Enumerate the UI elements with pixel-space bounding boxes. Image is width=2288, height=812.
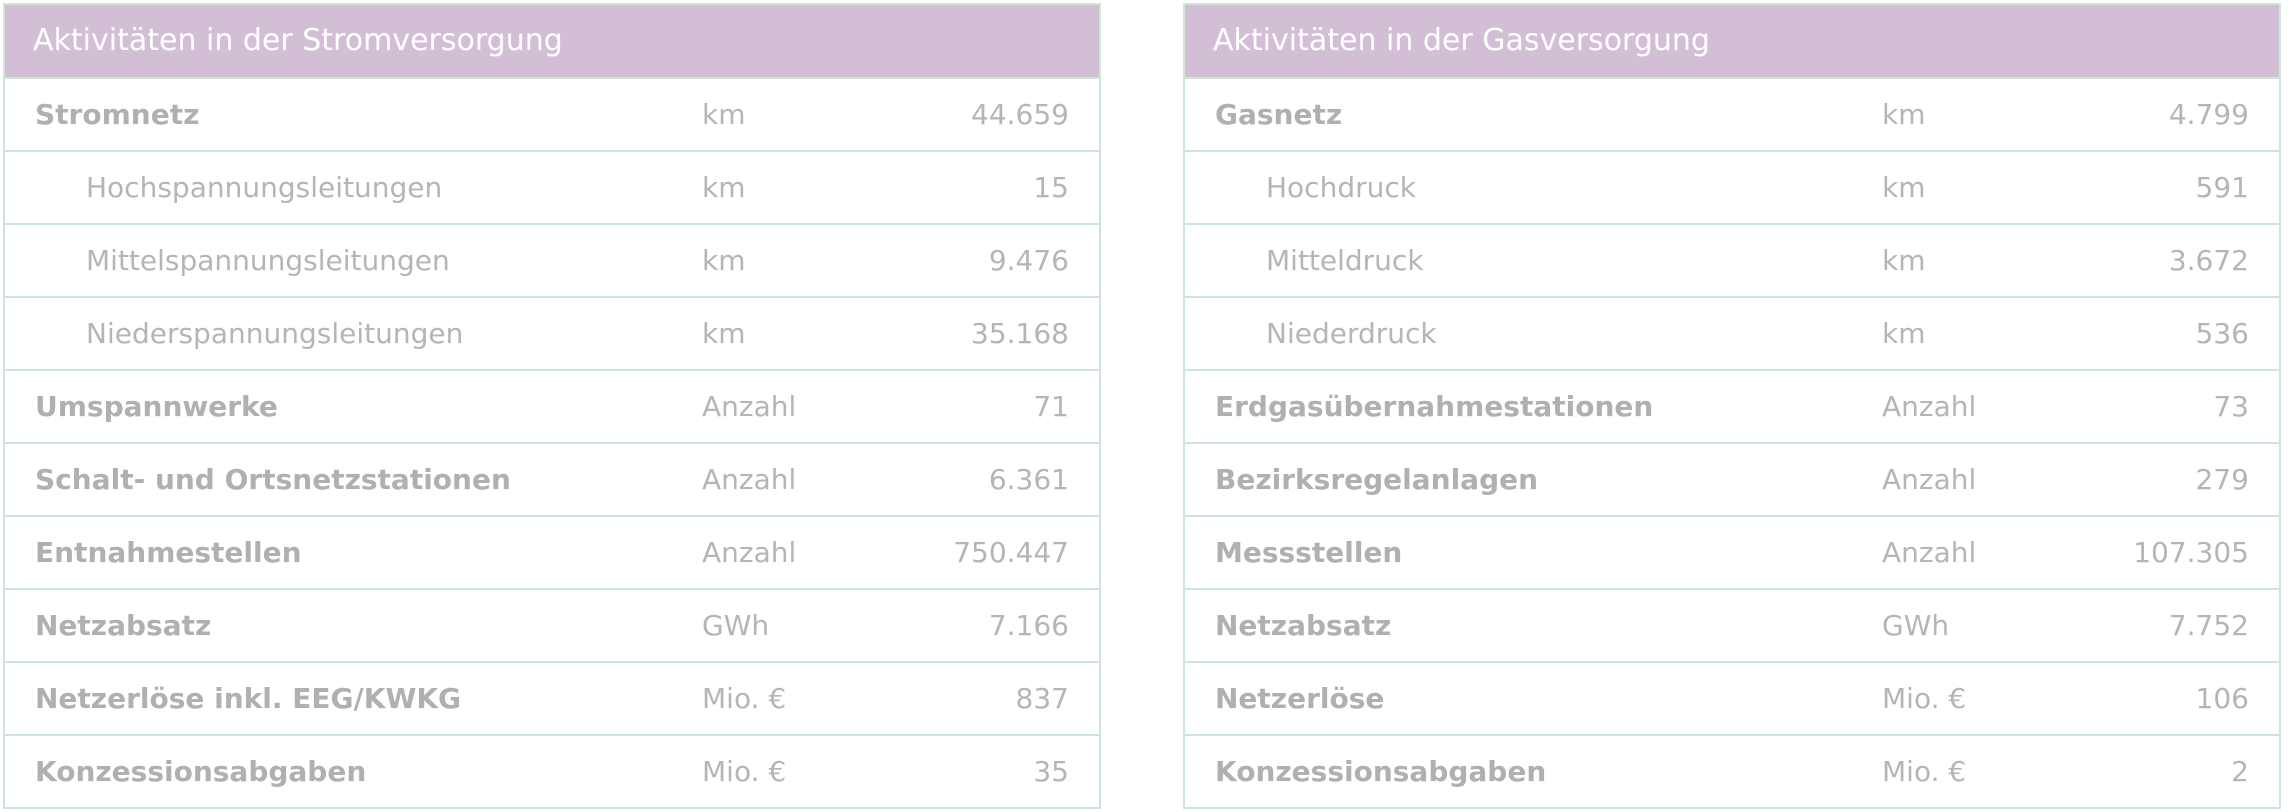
row-value: 7.166 — [988, 609, 1069, 642]
row-unit: km — [1882, 98, 1926, 131]
row-label: Gasnetz — [1215, 98, 1343, 131]
row-unit: km — [702, 244, 746, 277]
row-value: 750.447 — [953, 536, 1069, 569]
row-value: 107.305 — [2133, 536, 2249, 569]
row-unit: km — [1882, 244, 1926, 277]
table-row: Schalt- und Ortsnetzstationen Anzahl 6.3… — [5, 442, 1099, 515]
row-value: 7.752 — [2168, 609, 2249, 642]
row-value: 6.361 — [988, 463, 1069, 496]
strom-table: Aktivitäten in der Stromversorgung Strom… — [3, 3, 1101, 809]
row-label: Netzabsatz — [1215, 609, 1392, 642]
row-label: Niederspannungsleitungen — [86, 317, 464, 350]
row-value: 44.659 — [971, 98, 1069, 131]
row-unit: Anzahl — [702, 463, 797, 496]
row-label: Erdgasübernahmestationen — [1215, 390, 1654, 423]
row-label: Mitteldruck — [1266, 244, 1424, 277]
row-label: Bezirksregelanlagen — [1215, 463, 1539, 496]
row-unit: Anzahl — [1882, 536, 1977, 569]
table-row: Netzabsatz GWh 7.166 — [5, 588, 1099, 661]
table-row: Niederspannungsleitungen km 35.168 — [5, 296, 1099, 369]
table-row: Mittelspannungsleitungen km 9.476 — [5, 223, 1099, 296]
row-label: Netzerlöse inkl. EEG/KWKG — [35, 682, 462, 715]
table-row: Mitteldruck km 3.672 — [1185, 223, 2279, 296]
row-unit: km — [702, 317, 746, 350]
table-row: Netzerlöse inkl. EEG/KWKG Mio. € 837 — [5, 661, 1099, 734]
row-value: 4.799 — [2168, 98, 2249, 131]
row-unit: Mio. € — [702, 755, 787, 788]
row-unit: km — [1882, 171, 1926, 204]
row-unit: GWh — [1882, 609, 1950, 642]
row-value: 2 — [2231, 755, 2249, 788]
row-label: Hochdruck — [1266, 171, 1416, 204]
row-value: 279 — [2195, 463, 2249, 496]
table-row: Konzessionsabgaben Mio. € 2 — [1185, 734, 2279, 807]
row-value: 837 — [1015, 682, 1069, 715]
row-value: 15 — [1033, 171, 1069, 204]
table-row: Hochspannungsleitungen km 15 — [5, 150, 1099, 223]
table-row: Erdgasübernahmestationen Anzahl 73 — [1185, 369, 2279, 442]
row-label: Niederdruck — [1266, 317, 1437, 350]
strom-table-title: Aktivitäten in der Stromversorgung — [5, 5, 1099, 77]
gas-table: Aktivitäten in der Gasversorgung Gasnetz… — [1183, 3, 2281, 809]
row-unit: Anzahl — [702, 536, 797, 569]
gas-table-title: Aktivitäten in der Gasversorgung — [1185, 5, 2279, 77]
table-row: Netzerlöse Mio. € 106 — [1185, 661, 2279, 734]
row-label: Konzessionsabgaben — [1215, 755, 1547, 788]
row-label: Messstellen — [1215, 536, 1403, 569]
table-row: Gasnetz km 4.799 — [1185, 77, 2279, 150]
row-value: 35.168 — [971, 317, 1069, 350]
row-label: Konzessionsabgaben — [35, 755, 367, 788]
row-label: Hochspannungsleitungen — [86, 171, 443, 204]
row-label: Entnahmestellen — [35, 536, 302, 569]
row-unit: GWh — [702, 609, 770, 642]
row-unit: Anzahl — [1882, 463, 1977, 496]
row-value: 3.672 — [2168, 244, 2249, 277]
row-value: 35 — [1033, 755, 1069, 788]
row-unit: Mio. € — [702, 682, 787, 715]
row-label: Umspannwerke — [35, 390, 278, 423]
row-label: Schalt- und Ortsnetzstationen — [35, 463, 511, 496]
row-label: Netzerlöse — [1215, 682, 1385, 715]
row-value: 536 — [2195, 317, 2249, 350]
row-label: Netzabsatz — [35, 609, 212, 642]
row-unit: Anzahl — [702, 390, 797, 423]
table-row: Netzabsatz GWh 7.752 — [1185, 588, 2279, 661]
table-row: Umspannwerke Anzahl 71 — [5, 369, 1099, 442]
table-row: Entnahmestellen Anzahl 750.447 — [5, 515, 1099, 588]
row-value: 9.476 — [988, 244, 1069, 277]
row-unit: Anzahl — [1882, 390, 1977, 423]
table-row: Hochdruck km 591 — [1185, 150, 2279, 223]
table-row: Messstellen Anzahl 107.305 — [1185, 515, 2279, 588]
row-value: 71 — [1033, 390, 1069, 423]
row-unit: km — [702, 171, 746, 204]
row-value: 106 — [2195, 682, 2249, 715]
row-unit: Mio. € — [1882, 755, 1967, 788]
row-unit: km — [1882, 317, 1926, 350]
row-label: Mittelspannungsleitungen — [86, 244, 450, 277]
row-unit: km — [702, 98, 746, 131]
table-row: Bezirksregelanlagen Anzahl 279 — [1185, 442, 2279, 515]
row-unit: Mio. € — [1882, 682, 1967, 715]
row-label: Stromnetz — [35, 98, 200, 131]
row-value: 591 — [2195, 171, 2249, 204]
row-value: 73 — [2213, 390, 2249, 423]
table-row: Niederdruck km 536 — [1185, 296, 2279, 369]
table-row: Stromnetz km 44.659 — [5, 77, 1099, 150]
table-row: Konzessionsabgaben Mio. € 35 — [5, 734, 1099, 807]
